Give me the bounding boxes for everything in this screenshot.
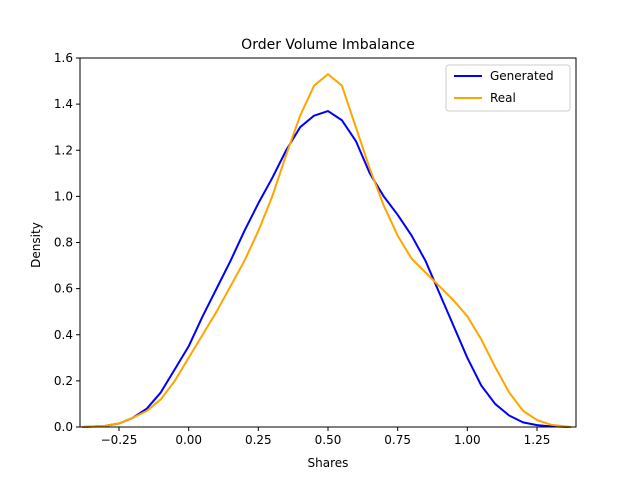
y-tick-label: 0.2 (54, 374, 73, 388)
y-tick-label: 0.0 (54, 420, 73, 434)
series-line-real (81, 73, 572, 428)
x-axis-label: Shares (308, 456, 349, 470)
y-tick-label: 0.8 (54, 236, 73, 250)
y-tick-label: 0.6 (54, 282, 73, 296)
y-axis-label: Density (29, 222, 43, 268)
y-tick-label: 1.2 (54, 143, 73, 157)
chart-title: Order Volume Imbalance (241, 37, 415, 53)
y-tick-label: 1.6 (54, 51, 73, 65)
x-tick-label: 1.25 (524, 433, 551, 447)
x-tick-label: −0.25 (101, 433, 138, 447)
legend-label-generated: Generated (490, 69, 554, 83)
x-axis-ticks: −0.25 0.00 0.25 0.50 0.75 1.00 1.25 (101, 427, 551, 447)
x-tick-label: 0.50 (315, 433, 342, 447)
y-tick-label: 1.0 (54, 189, 73, 203)
x-tick-label: 0.25 (245, 433, 272, 447)
series-line-generated (81, 110, 572, 428)
legend: Generated Real (445, 64, 571, 112)
x-tick-label: 1.00 (454, 433, 481, 447)
x-tick-label: 0.75 (384, 433, 411, 447)
x-tick-label: 0.00 (175, 433, 202, 447)
y-tick-label: 0.4 (54, 328, 73, 342)
legend-label-real: Real (490, 91, 516, 105)
y-axis-ticks: 0.0 0.2 0.4 0.6 0.8 1.0 1.2 1.4 1.6 (54, 51, 80, 434)
y-tick-label: 1.4 (54, 97, 73, 111)
